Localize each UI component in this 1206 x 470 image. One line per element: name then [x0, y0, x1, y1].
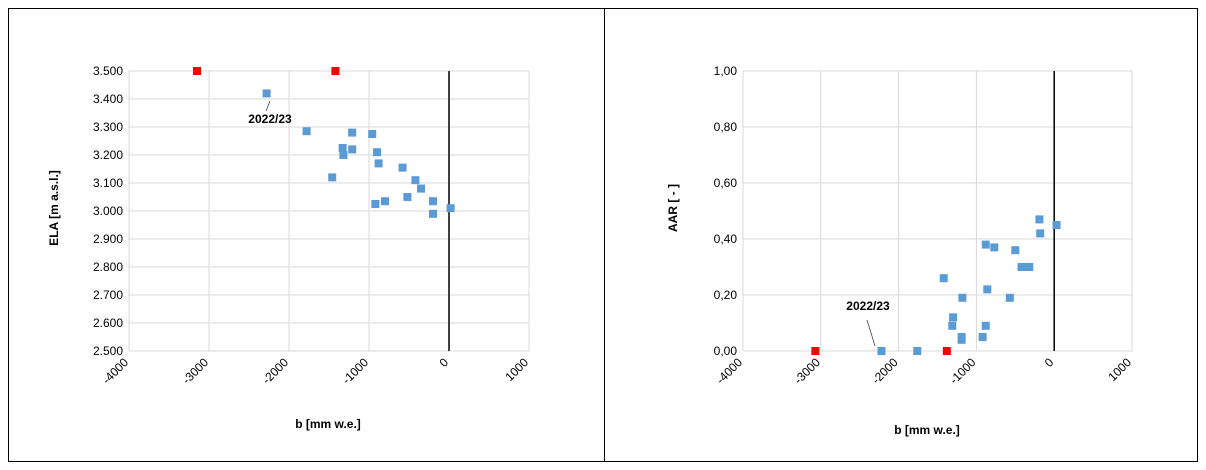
data-point: [981, 321, 990, 330]
x-tick-label: -3000: [791, 355, 823, 387]
data-point: [403, 193, 412, 201]
y-axis-title: ELA [m a.s.l.]: [47, 170, 61, 246]
data-point: [417, 184, 425, 193]
data-point: [1035, 215, 1044, 224]
y-tick-label: 3.200: [93, 148, 123, 162]
x-axis-title: b [mm w.e.]: [894, 423, 960, 437]
y-tick-label: 2.500: [93, 344, 123, 358]
y-tick-label: 2.600: [93, 316, 123, 330]
x-tick-label: -2000: [869, 355, 901, 387]
y-tick-labels: 0,00 0,20 0,40 0,60 0,80 1,00: [714, 64, 738, 358]
x-tick-label: 0: [1042, 355, 1057, 370]
data-point: [1052, 221, 1061, 229]
data-points: [811, 215, 1061, 355]
data-point: [811, 347, 820, 355]
y-tick-label: 0,00: [714, 344, 738, 358]
y-tick-label: 0,60: [714, 176, 738, 190]
x-tick-label: 0: [436, 355, 451, 370]
data-point: [957, 335, 966, 344]
y-tick-label: 0,40: [714, 232, 738, 246]
data-point: [398, 163, 407, 172]
aar-scatter-chart: 0,00 0,20 0,40 0,60 0,80 1,00 -4000 -3000 -2000…: [666, 64, 1135, 437]
gridlines: [742, 70, 1133, 352]
data-point: [348, 128, 357, 137]
y-axis-title: AAR [ - ]: [666, 184, 680, 232]
data-points: [193, 67, 455, 218]
data-point: [1025, 263, 1034, 271]
data-point: [990, 243, 999, 252]
x-tick-label: -1000: [340, 355, 372, 387]
annotation-leader-line: [265, 100, 271, 112]
data-point: [338, 144, 347, 152]
y-tick-label: 3.500: [93, 64, 123, 78]
x-tick-label: -4000: [714, 355, 746, 387]
data-point: [193, 67, 201, 75]
data-point: [981, 240, 990, 249]
ela-scatter-chart: 2.500 2.600 2.700 2.800 2.900 3.000 3.100 3.200…: [47, 64, 532, 431]
data-point: [948, 321, 957, 330]
data-point: [302, 127, 311, 136]
data-point: [949, 313, 958, 322]
data-point: [262, 89, 271, 98]
x-tick-label: -1000: [947, 355, 979, 387]
x-tick-label: 1000: [1105, 355, 1134, 384]
data-point: [978, 333, 987, 341]
y-tick-label: 0,20: [714, 288, 738, 302]
x-tick-label: -3000: [180, 355, 212, 387]
data-point: [331, 67, 340, 75]
x-axis-title: b [mm w.e.]: [295, 417, 361, 431]
data-point: [411, 176, 420, 185]
data-point: [381, 197, 389, 206]
y-tick-label: 2.900: [93, 232, 123, 246]
x-tick-label: -4000: [100, 355, 132, 387]
y-tick-label: 3.300: [93, 120, 123, 134]
annotation-label: 2022/23: [248, 112, 292, 126]
y-tick-label: 0,80: [714, 120, 738, 134]
x-tick-label: -2000: [260, 355, 292, 387]
data-point: [1036, 229, 1045, 238]
data-point: [1011, 246, 1020, 255]
panel-divider: [604, 8, 605, 462]
x-tick-labels: -4000 -3000 -2000 -1000 0 1000: [100, 355, 532, 387]
y-tick-labels: 2.500 2.600 2.700 2.800 2.900 3.000 3.100 3.200…: [93, 64, 123, 358]
data-point: [1005, 293, 1014, 302]
figure-frame: [8, 8, 1198, 462]
y-tick-label: 2.800: [93, 260, 123, 274]
data-point: [429, 209, 437, 218]
annotation-leader-line: [866, 319, 876, 347]
gridlines: [128, 70, 530, 352]
x-tick-labels: -4000 -3000 -2000 -1000 0 1000: [714, 355, 1135, 387]
data-point: [339, 151, 348, 159]
data-point: [913, 347, 922, 355]
y-tick-label: 3.400: [93, 92, 123, 106]
y-tick-label: 1,00: [714, 64, 738, 78]
data-point: [374, 159, 383, 168]
y-tick-label: 2.700: [93, 288, 123, 302]
data-point: [371, 200, 380, 208]
annotation-label: 2022/23: [846, 299, 890, 313]
data-point: [1017, 263, 1026, 271]
data-point: [877, 347, 886, 355]
y-tick-label: 3.100: [93, 176, 123, 190]
data-point: [348, 145, 357, 154]
data-point: [429, 197, 437, 206]
annotation-group: 2022/23: [248, 100, 292, 126]
data-point: [446, 204, 455, 213]
data-point: [368, 130, 377, 138]
data-point: [939, 274, 948, 283]
data-point: [942, 347, 951, 355]
x-tick-label: 1000: [502, 355, 531, 384]
data-point: [983, 285, 992, 294]
data-point: [958, 293, 967, 302]
y-tick-label: 3.000: [93, 204, 123, 218]
data-point: [328, 173, 337, 182]
data-point: [373, 148, 381, 157]
annotation-group: 2022/23: [846, 299, 890, 347]
